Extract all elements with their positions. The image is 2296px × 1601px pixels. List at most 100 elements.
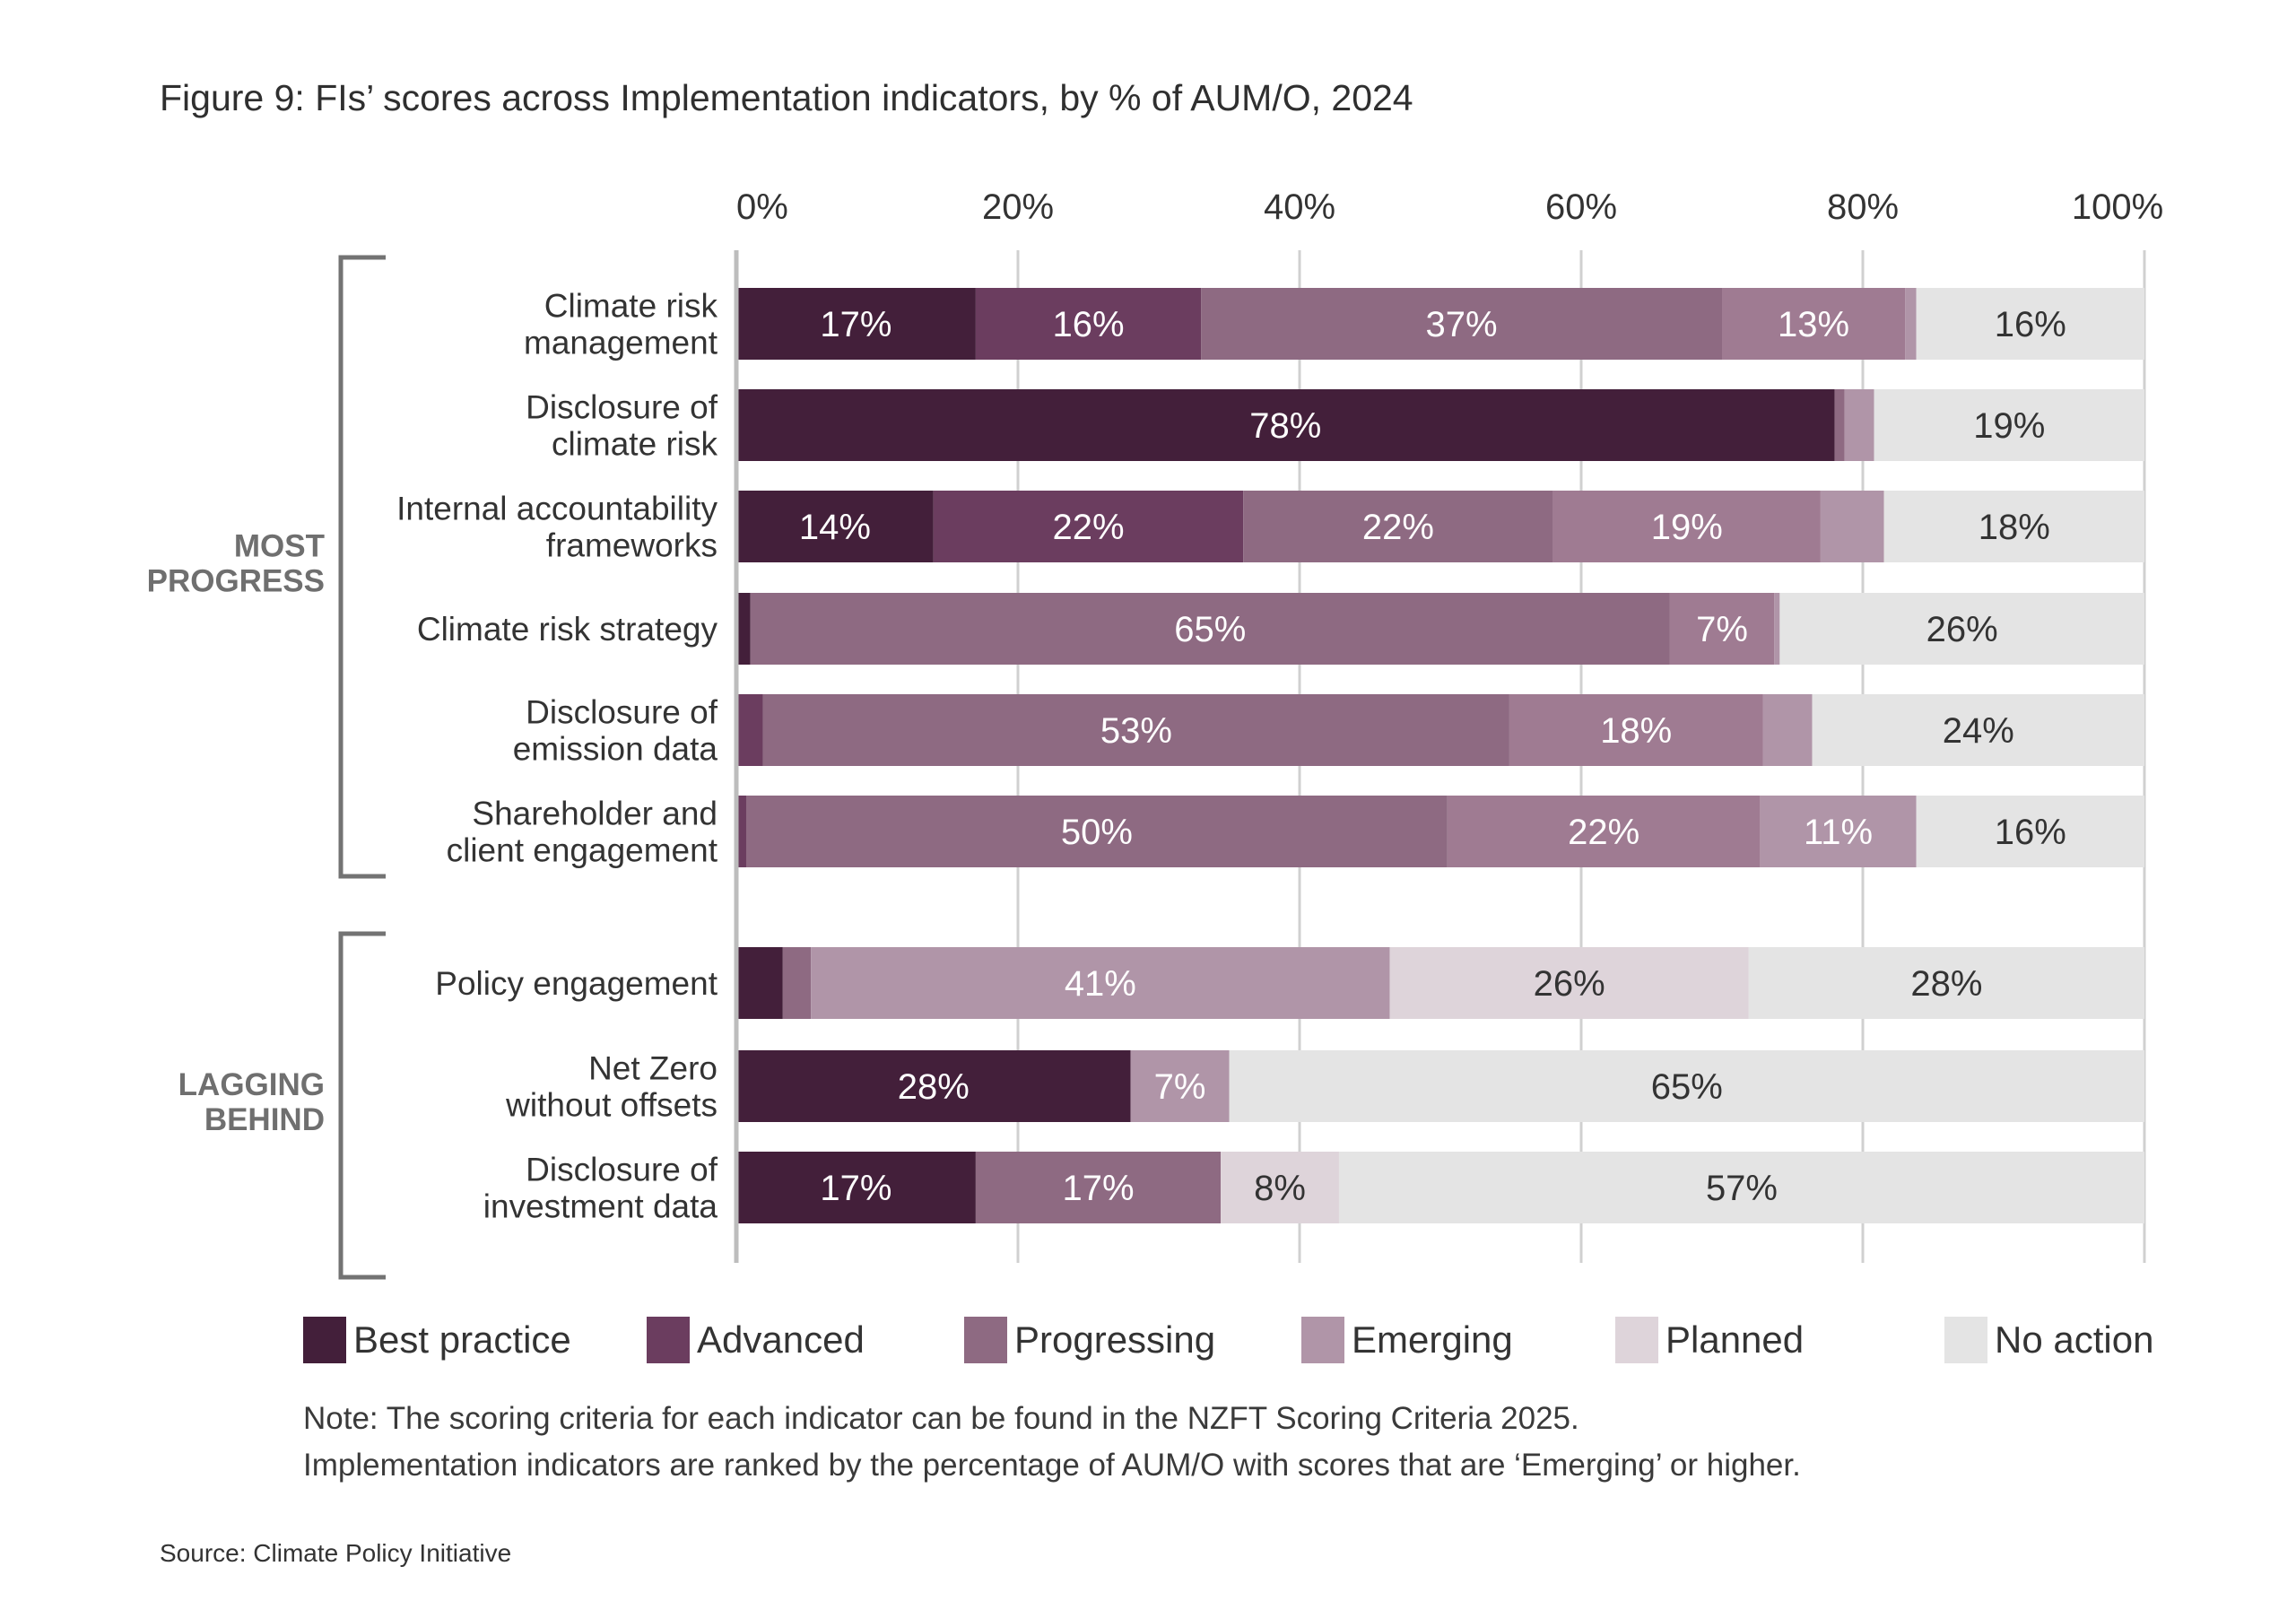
bar-segment-progressing xyxy=(1834,389,1845,461)
data-label: 14% xyxy=(799,508,871,547)
bar-row: 53% 18% 24% xyxy=(736,694,2144,766)
bar-segment-no-action xyxy=(1916,796,2144,867)
data-label: 65% xyxy=(1174,610,1246,649)
bar-segment-best-practice xyxy=(736,1152,976,1223)
category-label-line: Climate risk strategy xyxy=(417,611,718,648)
bar-segment-progressing xyxy=(1201,288,1722,360)
bar-segment-progressing xyxy=(750,593,1670,665)
data-label: 16% xyxy=(1995,813,2066,852)
bar-segment-no-action xyxy=(1338,1152,2144,1223)
x-tick-label: 20% xyxy=(982,187,1054,227)
category-label-line: Shareholder and xyxy=(472,796,718,832)
data-label: 18% xyxy=(1600,711,1672,751)
group-bracket xyxy=(338,255,386,879)
bar-row: 65% 7% 26% xyxy=(736,593,2144,665)
bar-row: 78% 19% xyxy=(736,389,2144,461)
data-label: 18% xyxy=(1979,508,2050,547)
bar-segment-no-action xyxy=(1874,389,2144,461)
data-label: 37% xyxy=(1426,305,1498,344)
category-label: Disclosure of investment data xyxy=(483,1152,718,1225)
legend-swatch xyxy=(1944,1317,1987,1363)
bar-segment-progressing xyxy=(762,694,1509,766)
data-label: 50% xyxy=(1061,813,1133,852)
category-label: Disclosure of climate risk xyxy=(526,389,718,463)
group-label: LAGGING BEHIND xyxy=(178,1067,325,1137)
category-label-line: Disclosure of xyxy=(526,694,718,731)
data-label: 22% xyxy=(1362,508,1434,547)
x-tick-label: 100% xyxy=(2072,187,2163,227)
bar-segment-unlabeled-mid xyxy=(1447,796,1761,867)
bar-segment-emerging xyxy=(1905,288,1917,360)
bar-segment-advanced xyxy=(736,796,746,867)
group-label-line: MOST xyxy=(234,529,325,564)
bar-segment-progressing xyxy=(745,796,1448,867)
bar-row: 41% 26% 28% xyxy=(736,947,2144,1019)
legend-label: Planned xyxy=(1665,1318,1805,1361)
bar-segment-best-practice xyxy=(736,593,751,665)
group-brackets: MOST PROGRESS LAGGING BEHIND xyxy=(147,255,386,1280)
data-label: 24% xyxy=(1943,711,2014,751)
bar-row: 28% 7% 65% xyxy=(736,1050,2144,1122)
source-credit: Source: Climate Policy Initiative xyxy=(160,1539,512,1567)
bar-segment-emerging xyxy=(1820,491,1884,562)
bar-segment-best-practice xyxy=(736,389,1835,461)
group-label-line: BEHIND xyxy=(204,1102,325,1137)
data-label: 41% xyxy=(1065,964,1136,1004)
bar-segment-no-action xyxy=(1748,947,2144,1019)
bar-segment-best-practice xyxy=(736,491,934,562)
bar-segment-no-action xyxy=(1229,1050,2144,1122)
legend-swatch xyxy=(1301,1317,1344,1363)
category-label: Net Zero without offsets xyxy=(505,1050,718,1124)
bar-segment-no-action xyxy=(1812,694,2144,766)
data-label: 17% xyxy=(1062,1169,1134,1208)
bar-row: 14% 22% 22% 19% 18% xyxy=(736,491,2144,562)
category-label-line: management xyxy=(524,325,718,361)
bar-segment-progressing xyxy=(975,1152,1222,1223)
chart-title: Figure 9: FIs’ scores across Implementat… xyxy=(160,77,1413,118)
legend-item: Best practice xyxy=(303,1317,571,1363)
data-label: 19% xyxy=(1973,406,2045,446)
x-tick-label: 80% xyxy=(1827,187,1899,227)
data-label: 53% xyxy=(1100,711,1172,751)
bar-segment-advanced xyxy=(736,694,763,766)
legend-swatch xyxy=(1615,1317,1658,1363)
bar-segment-emerging xyxy=(1130,1050,1230,1122)
bar-segment-progressing xyxy=(1243,491,1553,562)
bar-segment-advanced xyxy=(975,288,1202,360)
category-label-line: without offsets xyxy=(505,1087,718,1124)
group-label-line: LAGGING xyxy=(178,1067,325,1102)
bar-segment-unlabeled-mid xyxy=(1509,694,1763,766)
group-label: MOST PROGRESS xyxy=(147,529,325,599)
legend-item: Planned xyxy=(1615,1317,1804,1363)
category-label: Policy engagement xyxy=(435,965,718,1002)
category-label-line: Policy engagement xyxy=(435,965,718,1002)
category-label-line: climate risk xyxy=(552,426,718,463)
bars: 17% 16% 37% 13% 16% 78% 19% 14% 22% 22% 19% 18% 65% 7… xyxy=(736,288,2144,1223)
bar-segment-planned xyxy=(1389,947,1749,1019)
data-label: 26% xyxy=(1926,610,1998,649)
note-line-2: Implementation indicators are ranked by … xyxy=(303,1448,1801,1483)
bar-segment-best-practice xyxy=(736,288,976,360)
legend-swatch xyxy=(303,1317,346,1363)
bar-segment-emerging xyxy=(1762,694,1813,766)
category-label: Internal accountability frameworks xyxy=(396,491,718,564)
category-label-line: frameworks xyxy=(546,527,718,564)
legend-label: Progressing xyxy=(1014,1318,1216,1361)
x-tick-label: 40% xyxy=(1264,187,1335,227)
legend: Best practice Advanced Progressing Emerging… xyxy=(303,1317,2205,1370)
data-label: 17% xyxy=(820,305,891,344)
bar-segment-unlabeled-mid xyxy=(1722,288,1906,360)
data-label: 78% xyxy=(1249,406,1321,446)
bar-segment-best-practice xyxy=(736,947,783,1019)
x-tick-label: 0% xyxy=(736,187,788,227)
data-label: 57% xyxy=(1706,1169,1778,1208)
legend-label: Best practice xyxy=(353,1318,571,1361)
data-label: 22% xyxy=(1568,813,1639,852)
data-label: 65% xyxy=(1651,1067,1723,1107)
category-label-line: Net Zero xyxy=(588,1050,718,1087)
bar-row: 50% 22% 11% 16% xyxy=(736,796,2144,867)
legend-label: Emerging xyxy=(1352,1318,1513,1361)
group-label-line: PROGRESS xyxy=(147,564,325,599)
data-label: 8% xyxy=(1254,1169,1306,1208)
